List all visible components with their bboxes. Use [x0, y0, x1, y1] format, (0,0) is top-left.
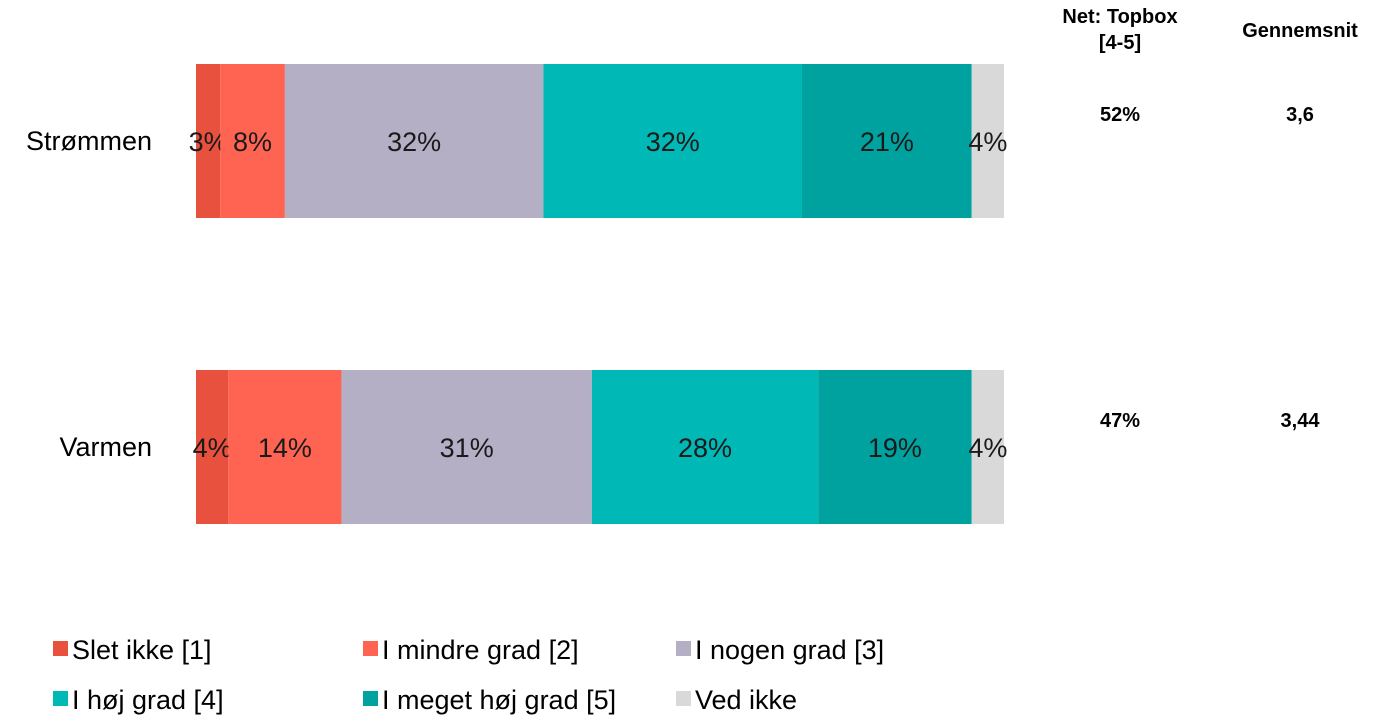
bar-segment-2-6: [971, 370, 1004, 524]
bar-segment-2-2: [228, 370, 342, 524]
legend-label-4: I høj grad [4]: [72, 685, 224, 715]
side-header-2-line-1: Gennemsnit: [1242, 20, 1358, 42]
side-header-1-line-1: Net: Topbox: [1062, 6, 1177, 28]
category-labels: Strømmen Varmen: [26, 126, 152, 462]
data-label-2-2: 14%: [258, 433, 312, 463]
data-label-2-4: 28%: [678, 433, 732, 463]
legend-swatch-4: [53, 691, 68, 706]
legend-label-2: I mindre grad [2]: [382, 635, 579, 665]
data-label-1-4: 32%: [646, 127, 700, 157]
legend: Slet ikke [1] I mindre grad [2] I nogen gr…: [53, 635, 884, 715]
legend-label-6: Ved ikke: [695, 685, 797, 715]
bar-segment-2-4: [591, 370, 819, 524]
side-columns: 52% 3,6 47% 3,44 Net: Topbox [4-5] Gennemsnit: [1062, 6, 1358, 432]
data-label-2-5: 19%: [868, 433, 922, 463]
data-label-1-6: 4%: [968, 127, 1007, 157]
legend-swatch-2: [363, 641, 378, 656]
side-value-1-1: 52%: [1100, 104, 1140, 126]
bar-segment-1-6: [971, 64, 1004, 218]
bar-segment-1-4: [543, 64, 802, 218]
legend-label-3: I nogen grad [3]: [695, 635, 884, 665]
bar-segment-1-3: [284, 64, 544, 218]
bar-segment-2-3: [341, 370, 592, 524]
side-header-1-line-2: [4-5]: [1099, 32, 1141, 54]
bar-segment-2-1: [196, 370, 229, 524]
bar-segment-1-2: [220, 64, 285, 218]
bar-segment-1-1: [196, 64, 221, 218]
legend-label-1: Slet ikke [1]: [72, 635, 212, 665]
data-label-2-1: 4%: [193, 433, 232, 463]
side-value-2-2: 3,44: [1281, 410, 1321, 432]
legend-swatch-5: [363, 691, 378, 706]
legend-label-5: I meget høj grad [5]: [382, 685, 616, 715]
category-label-1: Strømmen: [26, 126, 152, 156]
side-value-2-1: 3,6: [1286, 104, 1314, 126]
side-value-1-2: 47%: [1100, 410, 1140, 432]
legend-swatch-6: [676, 691, 691, 706]
data-label-1-2: 8%: [233, 127, 272, 157]
bars-layer: 3% 8% 32% 32% 21% 4%4% 14% 31% 28% 19% 4%: [189, 64, 1007, 524]
data-label-2-3: 31%: [440, 433, 494, 463]
bar-segment-1-5: [802, 64, 972, 218]
bar-segment-2-5: [818, 370, 972, 524]
legend-swatch-1: [53, 641, 68, 656]
category-label-2: Varmen: [59, 432, 152, 462]
data-label-1-5: 21%: [860, 127, 914, 157]
data-label-1-3: 32%: [387, 127, 441, 157]
data-label-2-6: 4%: [968, 433, 1007, 463]
legend-swatch-3: [676, 641, 691, 656]
